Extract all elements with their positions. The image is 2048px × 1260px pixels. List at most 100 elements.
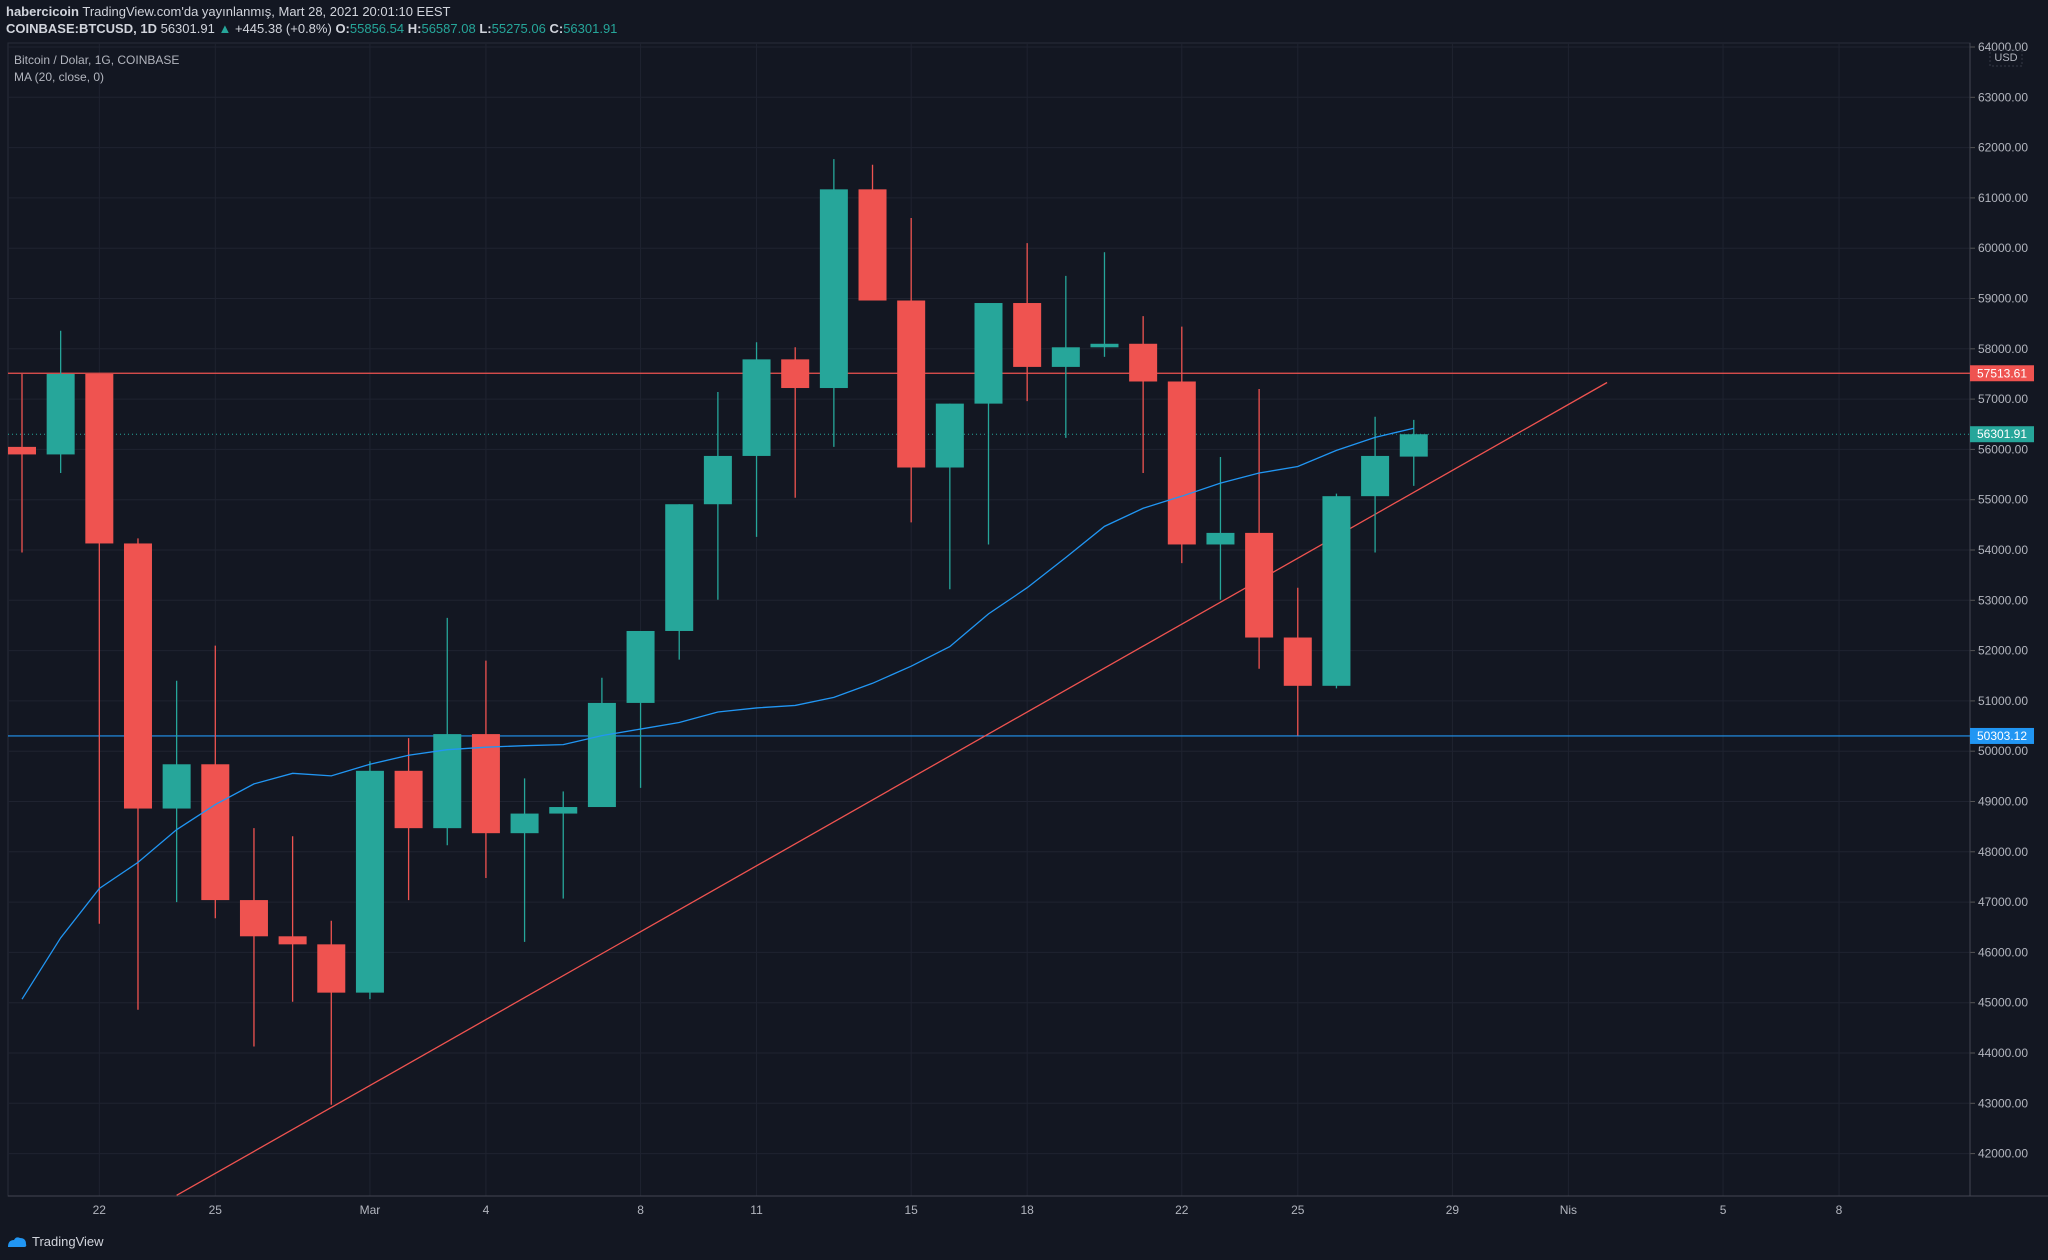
y-tick-label: 47000.00 [1978, 895, 2028, 909]
candle-body [433, 734, 462, 829]
candle-body [549, 807, 578, 814]
open-value: 55856.54 [349, 21, 405, 36]
x-tick-label: Mar [360, 1203, 381, 1217]
candle [201, 645, 230, 919]
candle [239, 828, 268, 1047]
y-tick-label: 45000.00 [1978, 996, 2028, 1010]
candle [1013, 243, 1042, 402]
candle-body [278, 936, 307, 945]
high-label: H: [407, 21, 422, 36]
y-tick-label: 46000.00 [1978, 945, 2028, 959]
y-tick-label: 44000.00 [1978, 1046, 2028, 1060]
candle-body [394, 770, 423, 829]
candle [317, 920, 346, 1105]
publisher-name[interactable]: habercicoin [6, 4, 79, 19]
low-value: 55275.06 [491, 21, 546, 36]
y-tick-label: 56000.00 [1978, 442, 2028, 456]
candle [123, 538, 152, 1010]
x-tick-label: 5 [1720, 1203, 1727, 1217]
candle-body [665, 504, 694, 631]
candle [1129, 316, 1158, 474]
candle [355, 761, 384, 1000]
candle [781, 347, 810, 498]
candle-body [471, 734, 500, 834]
candle [665, 504, 694, 660]
y-tick-label: 53000.00 [1978, 593, 2028, 607]
candle-body [1245, 532, 1274, 638]
candle [471, 660, 500, 878]
candle-body [703, 455, 732, 505]
candle-body [974, 303, 1003, 404]
y-tick-label: 50000.00 [1978, 744, 2028, 758]
candle [1090, 252, 1119, 357]
candle [549, 791, 578, 899]
price-change: +445.38 (+0.8%) [234, 21, 332, 36]
price-label-text: 50303.12 [1977, 729, 2027, 743]
candle-body [1013, 303, 1042, 367]
candle [162, 680, 191, 903]
y-tick-label: 59000.00 [1978, 292, 2028, 306]
x-tick-label: 25 [1291, 1203, 1305, 1217]
series-title[interactable]: Bitcoin / Dolar, 1G, COINBASE [14, 53, 180, 67]
x-tick-label: 22 [1175, 1203, 1189, 1217]
x-tick-label: Nis [1560, 1203, 1577, 1217]
y-tick-label: 55000.00 [1978, 493, 2028, 507]
x-tick-label: 8 [1836, 1203, 1843, 1217]
candle [278, 836, 307, 1002]
brand-name[interactable]: TradingView [32, 1234, 104, 1249]
low-label: L: [479, 21, 492, 36]
candle-body [1399, 434, 1428, 457]
currency-box [1989, 49, 2023, 67]
close-value: 56301.91 [563, 21, 618, 36]
y-tick-label: 52000.00 [1978, 644, 2028, 658]
candle [935, 403, 964, 590]
candle-body [935, 403, 964, 468]
candle-body [742, 359, 771, 456]
indicator-label[interactable]: MA (20, close, 0) [14, 70, 105, 84]
candle-body [8, 446, 36, 455]
candle [1399, 419, 1428, 486]
moving-average-line [21, 427, 1414, 1000]
close-label: C: [549, 21, 564, 36]
y-tick-label: 63000.00 [1978, 90, 2028, 104]
price-label-text: 57513.61 [1977, 366, 2027, 380]
candle [1361, 416, 1390, 553]
x-tick-label: 22 [93, 1203, 107, 1217]
up-triangle-icon: ▲ [218, 21, 232, 36]
candle-body [781, 359, 810, 389]
candle-body [162, 764, 191, 809]
last-price: 56301.91 [160, 21, 215, 36]
candle-body [1090, 343, 1119, 348]
tradingview-logo-icon [8, 1236, 27, 1247]
last-price-tag [1970, 426, 2034, 443]
candle-body [1322, 496, 1351, 686]
candle [394, 738, 423, 901]
candle [1167, 326, 1196, 564]
candle [85, 373, 114, 924]
last-price-text: 56301.91 [1977, 427, 2027, 441]
candle-body [46, 373, 75, 455]
candle-body [239, 900, 268, 937]
footer: TradingView [6, 1234, 104, 1249]
candle [626, 630, 655, 788]
y-tick-label: 42000.00 [1978, 1147, 2028, 1161]
open-label: O: [335, 21, 350, 36]
candle-body [85, 373, 114, 544]
candle [974, 303, 1003, 545]
candle [587, 677, 616, 808]
currency-label: USD [1994, 52, 2017, 64]
y-tick-label: 48000.00 [1978, 845, 2028, 859]
candle [1283, 587, 1312, 736]
x-tick-label: 8 [637, 1203, 644, 1217]
x-tick-label: 11 [750, 1203, 763, 1217]
candle [1206, 456, 1235, 600]
symbol-ohlc-bar: COINBASE:BTCUSD, 1D 56301.91 ▲ +445.38 (… [6, 21, 617, 36]
candle [1245, 389, 1274, 669]
candle [433, 617, 462, 846]
candle-body [123, 543, 152, 809]
candle-body [1167, 381, 1196, 545]
plot-frame [7, 42, 1971, 1197]
candle [510, 778, 539, 942]
x-tick-label: 18 [1020, 1203, 1034, 1217]
